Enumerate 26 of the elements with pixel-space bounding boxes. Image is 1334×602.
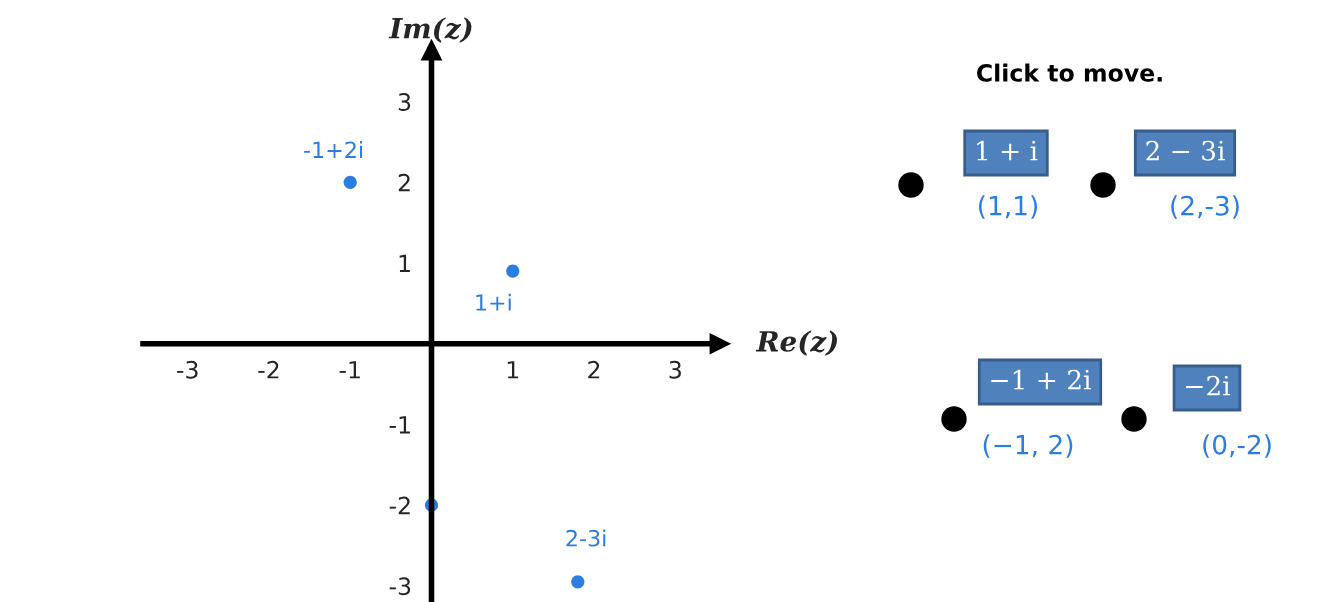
y-tick-label: 1 xyxy=(399,254,410,273)
text: (1,1) xyxy=(978,195,1038,219)
text: Click to move. xyxy=(977,63,1162,82)
y-tick-label: -3 xyxy=(389,577,411,596)
y-tick-label: -2 xyxy=(389,496,410,515)
x-tick-label: -2 xyxy=(258,360,279,379)
text: 1 + i xyxy=(977,140,1038,161)
y-tick-label: 3 xyxy=(398,93,411,111)
y-tick-label: -1 xyxy=(389,416,410,434)
text: −1 + 2i xyxy=(991,369,1091,390)
text: (0,-2) xyxy=(1203,434,1271,458)
x-axis-title: Re(z) xyxy=(755,330,837,356)
x-tick-label: -3 xyxy=(177,360,198,379)
x-tick-label: -1 xyxy=(339,361,360,379)
annotation: 1+i xyxy=(476,293,511,311)
annotation: -1+2i xyxy=(304,141,363,158)
text: −2i xyxy=(1186,375,1231,396)
annotation: 2-3i xyxy=(566,529,606,547)
x-tick-label: 1 xyxy=(507,361,519,379)
text: (−1, 2) xyxy=(983,434,1073,458)
text: (2,-3) xyxy=(1171,195,1239,219)
x-tick-label: 2 xyxy=(588,360,600,379)
y-axis-title: Im(z) xyxy=(388,17,472,43)
y-tick-label: 2 xyxy=(398,173,410,192)
x-tick-label: 3 xyxy=(669,360,681,379)
text: 2 − 3i xyxy=(1146,140,1225,161)
